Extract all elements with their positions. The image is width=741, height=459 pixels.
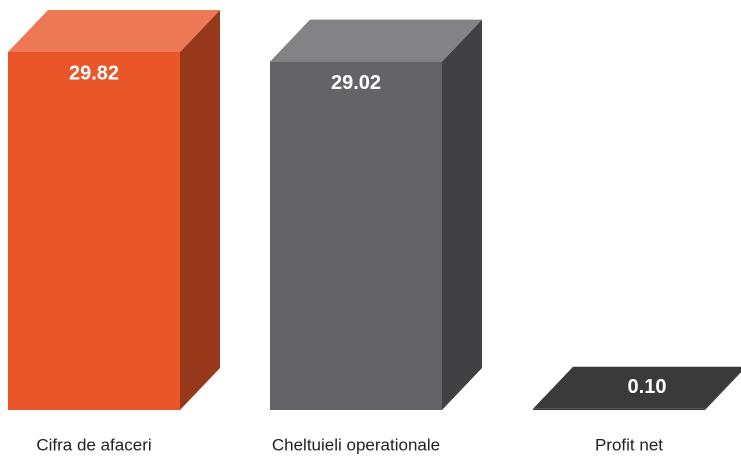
bar xyxy=(533,408,705,410)
bar-side xyxy=(180,10,220,410)
category-label: Profit net xyxy=(595,435,663,454)
value-label: 29.02 xyxy=(331,72,381,94)
bar-top xyxy=(8,10,220,52)
bar-top xyxy=(270,19,482,62)
bar-side xyxy=(705,370,741,410)
value-label: 29.82 xyxy=(69,62,119,84)
bar xyxy=(270,61,442,410)
bar xyxy=(8,52,180,410)
category-label: Cifra de afaceri xyxy=(36,435,151,454)
bar-side xyxy=(442,19,482,411)
bar-top xyxy=(533,366,741,409)
category-label: Cheltuieli operationale xyxy=(272,435,440,454)
value-label: 0.10 xyxy=(628,376,667,398)
